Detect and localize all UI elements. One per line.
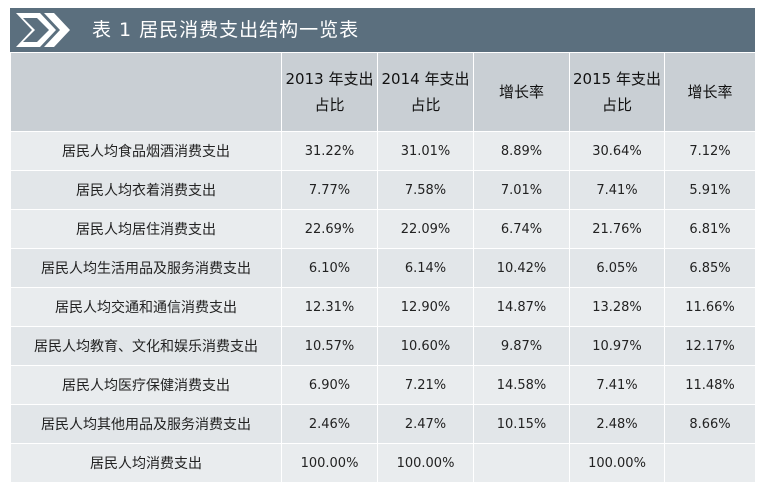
chevron-arrow-icon [10, 8, 72, 52]
table-row: 居民人均其他用品及服务消费支出 2.46% 2.47% 10.15% 2.48%… [10, 404, 756, 444]
cell-growth-2015: 8.66% [664, 404, 756, 444]
cell-2014: 100.00% [377, 443, 474, 483]
row-label: 居民人均衣着消费支出 [10, 170, 282, 210]
cell-growth-2014: 6.74% [473, 209, 570, 249]
table-header-row: 2013 年支出占比 2014 年支出占比 增长率 2015 年支出占比 增长率 [10, 52, 756, 132]
row-label: 居民人均消费支出 [10, 443, 282, 483]
row-label: 居民人均教育、文化和娱乐消费支出 [10, 326, 282, 366]
row-label: 居民人均生活用品及服务消费支出 [10, 248, 282, 288]
cell-2014: 6.14% [377, 248, 474, 288]
header-cell-blank [10, 52, 282, 132]
cell-growth-2014: 14.58% [473, 365, 570, 405]
cell-growth-2014: 7.01% [473, 170, 570, 210]
cell-2015: 10.97% [569, 326, 665, 366]
cell-2015: 6.05% [569, 248, 665, 288]
table-row-total: 居民人均消费支出 100.00% 100.00% 100.00% [10, 443, 756, 483]
cell-growth-2014: 9.87% [473, 326, 570, 366]
cell-growth-2015: 5.91% [664, 170, 756, 210]
cell-growth-2015: 12.17% [664, 326, 756, 366]
table-row: 居民人均交通和通信消费支出 12.31% 12.90% 14.87% 13.28… [10, 287, 756, 327]
cell-growth-2015: 6.81% [664, 209, 756, 249]
cell-2013: 22.69% [281, 209, 378, 249]
cell-growth-2014: 10.42% [473, 248, 570, 288]
header-cell-2015: 2015 年支出占比 [569, 52, 665, 132]
cell-2013: 31.22% [281, 131, 378, 171]
cell-growth-2014: 14.87% [473, 287, 570, 327]
table-row: 居民人均教育、文化和娱乐消费支出 10.57% 10.60% 9.87% 10.… [10, 326, 756, 366]
cell-2013: 7.77% [281, 170, 378, 210]
cell-2015: 13.28% [569, 287, 665, 327]
cell-2014: 31.01% [377, 131, 474, 171]
cell-2015: 21.76% [569, 209, 665, 249]
cell-2014: 2.47% [377, 404, 474, 444]
cell-2015: 7.41% [569, 365, 665, 405]
row-label: 居民人均食品烟酒消费支出 [10, 131, 282, 171]
header-cell-2014: 2014 年支出占比 [377, 52, 474, 132]
cell-growth-2015: 7.12% [664, 131, 756, 171]
row-label: 居民人均其他用品及服务消费支出 [10, 404, 282, 444]
cell-growth-2014: 8.89% [473, 131, 570, 171]
cell-2013: 10.57% [281, 326, 378, 366]
cell-growth-2015: 11.66% [664, 287, 756, 327]
row-label: 居民人均居住消费支出 [10, 209, 282, 249]
cell-growth-2015: 6.85% [664, 248, 756, 288]
cell-2013: 6.10% [281, 248, 378, 288]
cell-growth-2015 [664, 443, 756, 483]
cell-2014: 10.60% [377, 326, 474, 366]
cell-growth-2014 [473, 443, 570, 483]
cell-2015: 2.48% [569, 404, 665, 444]
consumption-table: 2013 年支出占比 2014 年支出占比 增长率 2015 年支出占比 增长率… [10, 52, 756, 483]
cell-2013: 12.31% [281, 287, 378, 327]
header-cell-2013: 2013 年支出占比 [281, 52, 378, 132]
header-cell-growth-2015: 增长率 [664, 52, 756, 132]
cell-2015: 30.64% [569, 131, 665, 171]
table-row: 居民人均食品烟酒消费支出 31.22% 31.01% 8.89% 30.64% … [10, 131, 756, 171]
cell-2013: 6.90% [281, 365, 378, 405]
cell-2014: 12.90% [377, 287, 474, 327]
header-cell-growth-2014: 增长率 [473, 52, 570, 132]
cell-2014: 7.21% [377, 365, 474, 405]
row-label: 居民人均交通和通信消费支出 [10, 287, 282, 327]
cell-2014: 22.09% [377, 209, 474, 249]
cell-2013: 100.00% [281, 443, 378, 483]
cell-growth-2014: 10.15% [473, 404, 570, 444]
table-row: 居民人均医疗保健消费支出 6.90% 7.21% 14.58% 7.41% 11… [10, 365, 756, 405]
cell-2015: 7.41% [569, 170, 665, 210]
row-label: 居民人均医疗保健消费支出 [10, 365, 282, 405]
cell-2013: 2.46% [281, 404, 378, 444]
cell-2015: 100.00% [569, 443, 665, 483]
cell-2014: 7.58% [377, 170, 474, 210]
table-title: 表 1 居民消费支出结构一览表 [92, 19, 360, 41]
table-row: 居民人均生活用品及服务消费支出 6.10% 6.14% 10.42% 6.05%… [10, 248, 756, 288]
table-row: 居民人均居住消费支出 22.69% 22.09% 6.74% 21.76% 6.… [10, 209, 756, 249]
cell-growth-2015: 11.48% [664, 365, 756, 405]
table-row: 居民人均衣着消费支出 7.77% 7.58% 7.01% 7.41% 5.91% [10, 170, 756, 210]
table-title-bar: 表 1 居民消费支出结构一览表 [10, 8, 755, 52]
